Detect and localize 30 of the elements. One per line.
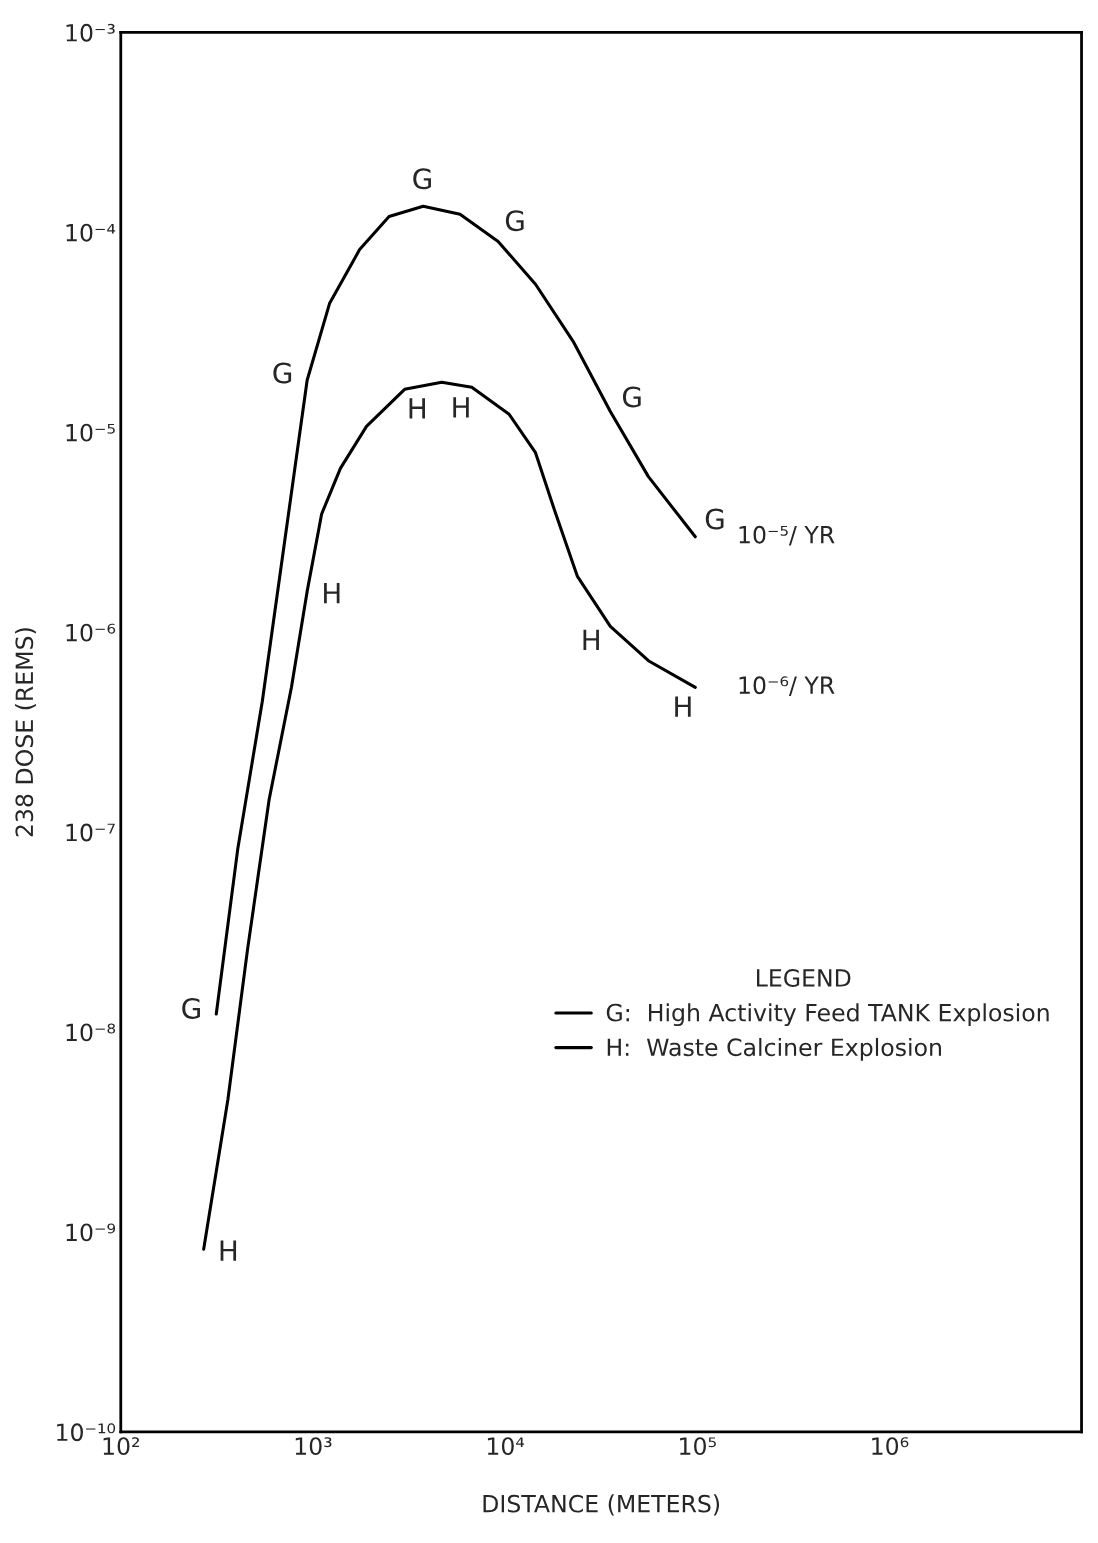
legend-label: G: High Activity Feed TANK Explosion (606, 1003, 1049, 1027)
annotation: G (505, 210, 524, 232)
y-tick-label: 10⁻⁶ (66, 623, 116, 642)
annotation: 10⁻⁵/ YR (739, 525, 835, 546)
annotation: G (705, 508, 724, 530)
annotation: 10⁻⁶/ YR (739, 676, 835, 697)
y-tick-label: 10⁻⁹ (66, 1223, 116, 1242)
annotation: H (453, 397, 469, 418)
y-axis-title: 238 DOSE (REMS) (14, 628, 37, 837)
y-tick-label: 10⁻⁵ (66, 423, 115, 442)
y-tick-label: 10⁻⁸ (66, 1023, 116, 1042)
annotation: G (622, 386, 641, 408)
x-tick-label: 10³ (295, 1437, 332, 1456)
legend-title: LEGEND (757, 969, 851, 987)
x-tick-label: 10⁵ (680, 1437, 716, 1456)
annotation: G (273, 362, 292, 384)
annotation: H (220, 1240, 237, 1261)
legend-label: H: Waste Calciner Explosion (607, 1037, 941, 1061)
annotation: H (409, 398, 425, 419)
annotation: H (583, 629, 599, 651)
annotation: G (413, 168, 431, 190)
x-axis-title: DISTANCE (METERS) (483, 1494, 720, 1516)
x-tick-label: 10⁴ (487, 1437, 525, 1456)
annotation: H (675, 696, 691, 717)
y-tick-label: 10⁻⁷ (66, 823, 115, 842)
annotation: G (182, 997, 200, 1019)
annotation: H (324, 583, 340, 604)
y-tick-label: 10⁻³ (66, 23, 115, 42)
x-tick-label: 10⁶ (872, 1437, 909, 1456)
y-tick-label: 10⁻⁴ (66, 223, 116, 242)
